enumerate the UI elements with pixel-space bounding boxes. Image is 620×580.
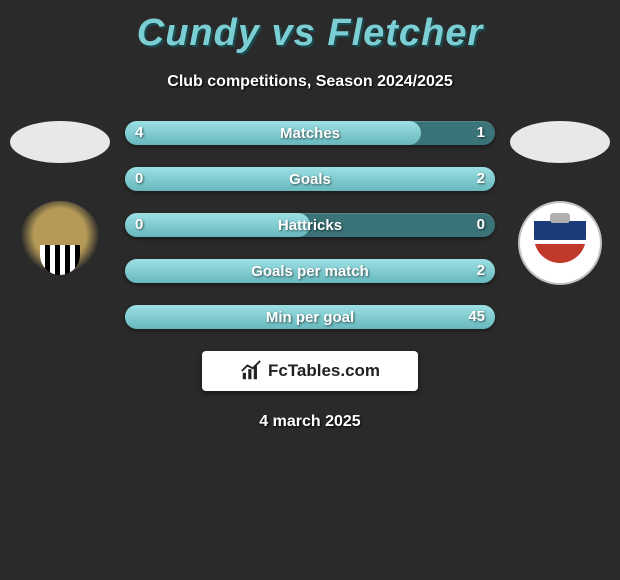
date-label: 4 march 2025 bbox=[0, 413, 620, 431]
comparison-panel: 4 Matches 1 0 Goals 2 0 Hattricks 0 Goals per mat… bbox=[0, 121, 620, 431]
player-right-avatar bbox=[510, 121, 610, 163]
stat-label: Goals per match bbox=[251, 263, 369, 280]
branding-badge: FcTables.com bbox=[202, 351, 418, 391]
player-left-column bbox=[0, 121, 120, 285]
player-right-column bbox=[500, 121, 620, 285]
stat-label: Goals bbox=[289, 171, 331, 188]
stat-value-right: 1 bbox=[477, 121, 485, 145]
stat-bar-fill bbox=[125, 121, 421, 145]
player-left-avatar bbox=[10, 121, 110, 163]
stat-value-right: 0 bbox=[477, 213, 485, 237]
stat-bar: Goals per match 2 bbox=[125, 259, 495, 283]
club-crest-left bbox=[18, 201, 102, 285]
club-crest-right bbox=[518, 201, 602, 285]
stat-bar: 4 Matches 1 bbox=[125, 121, 495, 145]
stat-bar: 0 Hattricks 0 bbox=[125, 213, 495, 237]
stat-label: Min per goal bbox=[266, 309, 354, 326]
stat-value-right: 2 bbox=[477, 167, 485, 191]
stat-bar: 0 Goals 2 bbox=[125, 167, 495, 191]
stat-bars: 4 Matches 1 0 Goals 2 0 Hattricks 0 Goals per mat… bbox=[125, 121, 495, 329]
stat-value-left: 0 bbox=[135, 167, 143, 191]
stat-value-right: 2 bbox=[477, 259, 485, 283]
stat-bar: Min per goal 45 bbox=[125, 305, 495, 329]
page-title: Cundy vs Fletcher bbox=[0, 0, 620, 55]
stat-label: Hattricks bbox=[278, 217, 342, 234]
stat-value-left: 4 bbox=[135, 121, 143, 145]
stat-label: Matches bbox=[280, 125, 340, 142]
branding-text: FcTables.com bbox=[268, 361, 380, 381]
subtitle: Club competitions, Season 2024/2025 bbox=[0, 73, 620, 91]
stat-value-right: 45 bbox=[468, 305, 485, 329]
stat-value-left: 0 bbox=[135, 213, 143, 237]
branding-chart-icon bbox=[240, 360, 262, 382]
